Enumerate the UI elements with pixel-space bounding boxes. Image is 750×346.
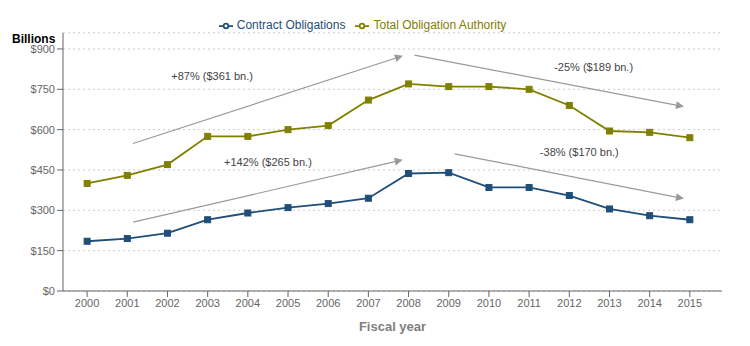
svg-text:$150: $150 xyxy=(31,245,55,257)
svg-text:2009: 2009 xyxy=(437,297,461,309)
svg-text:$300: $300 xyxy=(31,204,55,216)
svg-text:2006: 2006 xyxy=(316,297,340,309)
svg-text:2014: 2014 xyxy=(637,297,661,309)
svg-text:2008: 2008 xyxy=(396,297,420,309)
svg-text:-38% ($170 bn.): -38% ($170 bn.) xyxy=(540,146,619,158)
svg-text:+142% ($265 bn.): +142% ($265 bn.) xyxy=(224,156,312,168)
svg-text:2003: 2003 xyxy=(195,297,219,309)
svg-text:2002: 2002 xyxy=(155,297,179,309)
svg-text:$600: $600 xyxy=(31,124,55,136)
svg-text:2012: 2012 xyxy=(557,297,581,309)
svg-text:-25% ($189 bn.): -25% ($189 bn.) xyxy=(554,61,633,73)
svg-text:+87% ($361 bn.): +87% ($361 bn.) xyxy=(171,70,253,82)
svg-text:2000: 2000 xyxy=(75,297,99,309)
svg-text:2011: 2011 xyxy=(517,297,541,309)
svg-text:2007: 2007 xyxy=(356,297,380,309)
svg-text:2001: 2001 xyxy=(115,297,139,309)
svg-text:$0: $0 xyxy=(43,285,55,297)
svg-text:2010: 2010 xyxy=(477,297,501,309)
svg-text:2004: 2004 xyxy=(236,297,260,309)
svg-text:2005: 2005 xyxy=(276,297,300,309)
svg-text:2015: 2015 xyxy=(678,297,702,309)
svg-text:$750: $750 xyxy=(31,83,55,95)
svg-text:2013: 2013 xyxy=(597,297,621,309)
svg-text:Fiscal year: Fiscal year xyxy=(359,319,426,334)
svg-text:$450: $450 xyxy=(31,164,55,176)
